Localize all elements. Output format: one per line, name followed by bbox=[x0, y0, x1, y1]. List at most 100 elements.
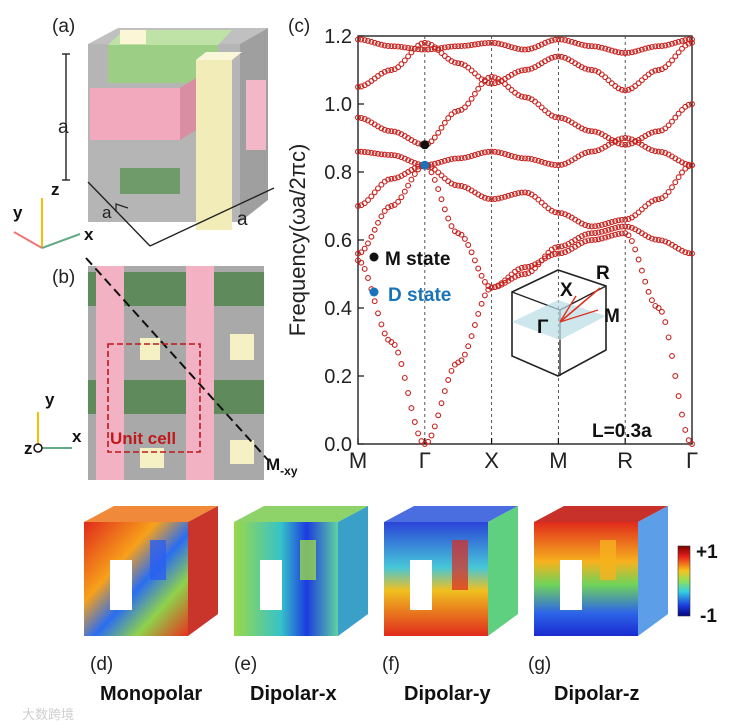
band-point bbox=[662, 238, 669, 245]
band-point bbox=[598, 235, 605, 242]
band-point bbox=[358, 249, 365, 256]
band-point bbox=[365, 197, 371, 204]
band-point bbox=[468, 95, 475, 102]
band-point bbox=[562, 249, 569, 256]
panel-a-label: (a) bbox=[52, 16, 75, 37]
band-point bbox=[562, 211, 569, 218]
band-point bbox=[515, 190, 522, 197]
band-point bbox=[588, 128, 595, 135]
band-point bbox=[618, 86, 625, 93]
band-point bbox=[669, 118, 675, 125]
band-point bbox=[495, 195, 502, 202]
band-point bbox=[475, 310, 482, 317]
band-point bbox=[378, 213, 385, 220]
band-point bbox=[441, 206, 448, 213]
band-point bbox=[685, 250, 692, 257]
band-point bbox=[475, 151, 482, 157]
band-point bbox=[391, 43, 398, 50]
band-point bbox=[355, 36, 361, 43]
band-point bbox=[405, 53, 412, 60]
band-point bbox=[411, 419, 418, 425]
band-point bbox=[578, 239, 585, 246]
band-point bbox=[478, 300, 485, 307]
band-point bbox=[515, 45, 522, 52]
band-point bbox=[475, 73, 482, 80]
band-point bbox=[415, 46, 422, 53]
band-point bbox=[642, 74, 649, 81]
band-point bbox=[672, 373, 679, 379]
band-point bbox=[578, 41, 585, 48]
band-point bbox=[421, 39, 428, 46]
band-point bbox=[471, 152, 478, 158]
band-point bbox=[381, 126, 388, 133]
band-point bbox=[675, 38, 682, 45]
band-point bbox=[548, 37, 555, 44]
band-point bbox=[371, 75, 378, 82]
band-point bbox=[388, 339, 395, 345]
band-point bbox=[471, 41, 478, 48]
band-point bbox=[398, 154, 405, 161]
band-point bbox=[608, 80, 615, 87]
legend-d-dot bbox=[369, 287, 379, 297]
band-point bbox=[658, 149, 665, 155]
band-series bbox=[355, 36, 695, 447]
x-tick-label: R bbox=[617, 448, 633, 473]
band-point bbox=[558, 115, 565, 121]
band-point bbox=[558, 161, 565, 168]
band-point bbox=[689, 36, 695, 43]
band-point bbox=[385, 127, 392, 134]
band-band3 bbox=[355, 162, 695, 230]
band-point bbox=[448, 223, 455, 230]
band-point bbox=[458, 60, 465, 67]
band-point bbox=[455, 182, 462, 189]
band-point bbox=[675, 393, 682, 400]
band-point bbox=[465, 153, 472, 160]
band-point bbox=[548, 54, 555, 61]
band-point bbox=[612, 138, 619, 145]
colorbar-max: +1 bbox=[696, 542, 718, 563]
band-point bbox=[525, 46, 532, 53]
colorbar bbox=[677, 545, 691, 617]
band-point bbox=[471, 70, 478, 77]
band-point bbox=[408, 405, 415, 412]
yellow-block-top bbox=[120, 30, 146, 44]
band-point bbox=[512, 69, 518, 76]
band-point bbox=[475, 85, 482, 92]
band-point bbox=[365, 240, 371, 247]
band-point bbox=[595, 129, 602, 136]
band-point bbox=[485, 195, 492, 202]
band-point bbox=[401, 57, 408, 64]
unit-cell-box bbox=[107, 343, 201, 453]
band-point bbox=[685, 36, 692, 43]
band-point bbox=[548, 161, 555, 168]
band-point bbox=[648, 129, 655, 136]
yellow-square-3 bbox=[140, 448, 164, 468]
band-point bbox=[662, 150, 669, 156]
band-point bbox=[428, 432, 435, 439]
band-point bbox=[408, 49, 415, 56]
band-point bbox=[381, 42, 388, 49]
band-point bbox=[368, 38, 375, 45]
band-point bbox=[615, 85, 622, 92]
band-point bbox=[625, 232, 632, 239]
panel-c-label: (c) bbox=[288, 16, 310, 37]
band-point bbox=[675, 110, 682, 117]
band-point bbox=[685, 101, 692, 108]
y-tick-label: 1.2 bbox=[324, 26, 352, 48]
bz-inset: X R Γ M bbox=[511, 263, 620, 377]
axis-a-y: y bbox=[13, 203, 23, 222]
band-point bbox=[628, 49, 635, 56]
band-point bbox=[582, 231, 589, 238]
band-point bbox=[672, 114, 679, 121]
band-point bbox=[622, 141, 629, 148]
band-point bbox=[638, 267, 645, 274]
band-point bbox=[545, 253, 552, 260]
band-point bbox=[381, 208, 388, 214]
band-point bbox=[595, 43, 602, 50]
x-tick-label: X bbox=[484, 448, 499, 473]
band-point bbox=[368, 193, 375, 200]
band-point bbox=[458, 231, 465, 238]
band-point bbox=[431, 160, 438, 167]
band-point bbox=[592, 128, 599, 135]
